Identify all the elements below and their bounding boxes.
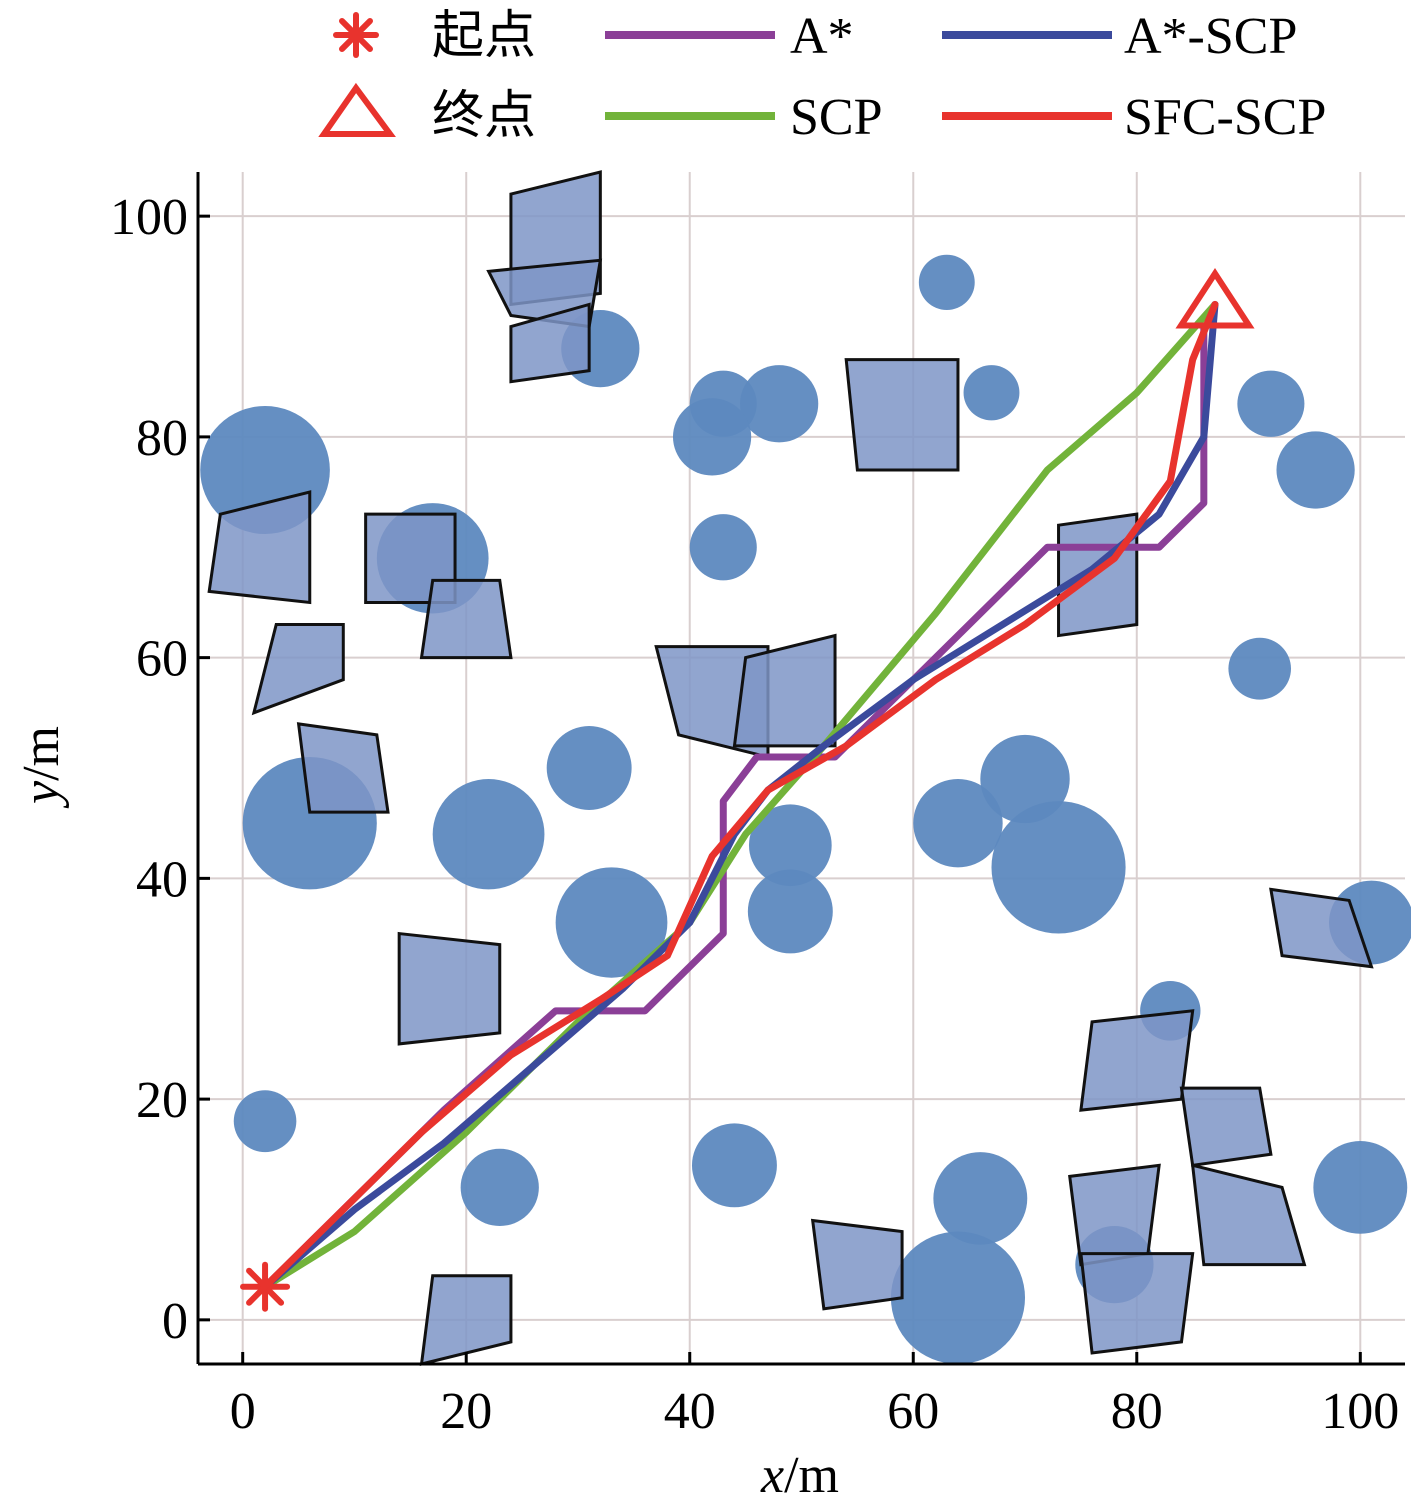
circle-obstacle-11 (1228, 637, 1292, 700)
y-tick-label-0: 0 (162, 1293, 188, 1350)
obstacles (200, 170, 1411, 1366)
goal-marker (1175, 267, 1255, 329)
path-series (261, 300, 1219, 1291)
circle-obstacle-17 (980, 734, 1070, 824)
polygon-obstacle-5 (207, 490, 312, 605)
circle-obstacle-10 (689, 514, 757, 581)
series-line-sfc-scp (261, 300, 1219, 1291)
start-marker (240, 1261, 291, 1312)
circle-obstacle-20 (747, 869, 833, 954)
circle-obstacle-12 (546, 726, 632, 810)
polygon-obstacle-18 (810, 1218, 904, 1311)
x-tick-label-100: 100 (1321, 1383, 1399, 1440)
start-marker-stroke-3 (246, 1267, 285, 1306)
legend-label-scp: SCP (790, 89, 883, 146)
x-tick-label-80: 80 (1111, 1383, 1163, 1440)
polygon-obstacle-10 (732, 633, 837, 748)
circle-obstacle-24 (460, 1148, 539, 1227)
circle-obstacle-27 (890, 1231, 1026, 1365)
circle-obstacle-18 (991, 801, 1126, 934)
circle-obstacle-7 (1276, 431, 1355, 509)
legend-label-sfc-scp: SFC-SCP (1124, 89, 1326, 146)
tick-labels: 0 20 40 60 80 100 0 20 40 60 80 100 (110, 189, 1399, 1440)
polygon-obstacle-11 (296, 722, 390, 814)
circle-obstacle-14 (432, 779, 545, 890)
polygon-obstacle-17 (1190, 1163, 1307, 1267)
polygon-obstacle-14 (1079, 1009, 1195, 1112)
polygon-obstacle-15 (1179, 1086, 1273, 1168)
goal-marker-icon (318, 82, 396, 137)
x-tick-label-40: 40 (664, 1383, 716, 1440)
circle-obstacle-26 (933, 1152, 1028, 1245)
circle-obstacle-1 (918, 254, 975, 310)
legend-entry-astar-scp: A*-SCP (942, 8, 1297, 65)
legend-goal-marker: 终点 (318, 82, 536, 145)
circle-obstacle-29 (1313, 1141, 1408, 1234)
circle-obstacle-5 (963, 365, 1020, 421)
y-tick-label-80: 80 (136, 410, 188, 467)
start-goal-markers (240, 267, 1255, 1312)
legend-start-marker: 起点 (333, 8, 536, 65)
legend-start-label: 起点 (432, 8, 536, 65)
legend: 起点 终点 A* SCP A*-SCP SFC-SCP (318, 8, 1326, 146)
polygon-obstacle-16 (1068, 1163, 1161, 1267)
circle-obstacle-3 (740, 365, 819, 443)
polygon-obstacle-3 (844, 358, 960, 472)
legend-label-astar-scp: A*-SCP (1124, 8, 1297, 65)
y-tick-label-100: 100 (110, 189, 188, 246)
legend-entry-scp: SCP (605, 89, 883, 146)
polygon-obstacle-2 (509, 302, 591, 384)
circle-obstacle-15 (748, 804, 832, 887)
x-axis-label: x/m (760, 1447, 839, 1500)
circle-obstacle-23 (233, 1090, 297, 1153)
polygon-obstacle-19 (1079, 1252, 1195, 1355)
series-line-scp (261, 300, 1219, 1291)
polygon-obstacle-20 (419, 1274, 513, 1366)
y-tick-label-20: 20 (136, 1072, 188, 1129)
circle-obstacle-4 (672, 398, 752, 476)
polygon-obstacle-12 (1269, 887, 1374, 969)
polygon-obstacle-7 (419, 578, 513, 660)
polygon-obstacle-13 (397, 931, 502, 1046)
legend-goal-label: 终点 (432, 88, 536, 145)
y-tick-label-40: 40 (136, 851, 188, 908)
x-tick-label-60: 60 (887, 1383, 939, 1440)
y-axis-label: y/m (13, 726, 70, 809)
x-tick-label-20: 20 (440, 1383, 492, 1440)
circle-obstacle-16 (913, 779, 1003, 868)
circle-obstacle-25 (691, 1123, 777, 1208)
y-tick-label-60: 60 (136, 631, 188, 688)
x-tick-label-0: 0 (230, 1383, 256, 1440)
polygon-obstacle-8 (251, 623, 345, 716)
legend-label-astar: A* (790, 8, 854, 65)
circle-obstacle-6 (1237, 370, 1305, 437)
circle-obstacle-19 (555, 867, 668, 978)
legend-entry-sfc-scp: SFC-SCP (942, 89, 1326, 146)
start-marker-icon (333, 12, 379, 58)
legend-entry-astar: A* (605, 8, 854, 65)
axes (196, 172, 1405, 1366)
